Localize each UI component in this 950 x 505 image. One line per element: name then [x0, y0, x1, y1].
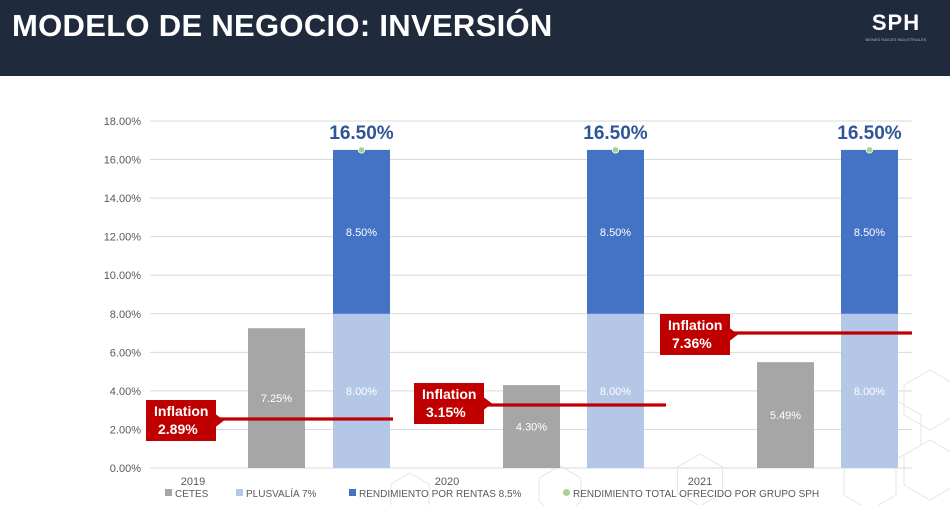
legend-label: CETES [175, 489, 209, 500]
bar-rentas [333, 149, 390, 314]
inflation-label: Inflation [154, 403, 208, 419]
y-tick-label: 2.00% [110, 424, 141, 436]
total-marker [865, 146, 874, 154]
legend-label: RENDIMIENTO TOTAL OFRECIDO POR GRUPO SPH [573, 489, 819, 500]
data-label-cetes: 5.49% [770, 410, 801, 422]
inflation-callout [146, 400, 224, 441]
inflation-callout [414, 383, 492, 424]
y-tick-label: 8.00% [110, 309, 141, 321]
data-label-cetes: 4.30% [516, 422, 547, 434]
inflation-label: Inflation [668, 317, 722, 333]
inflation-value: 2.89% [158, 421, 198, 437]
data-label-rentas: 8.50% [854, 227, 885, 239]
x-category-label: 2019 [181, 476, 205, 488]
hexagon-decoration [903, 369, 950, 431]
bar-plusvalia [587, 313, 644, 468]
x-category-label: 2020 [435, 476, 459, 488]
y-tick-label: 10.00% [104, 270, 142, 282]
hexagon-decoration [903, 439, 950, 501]
data-label-rentas: 8.50% [600, 227, 631, 239]
header-bar: MODELO DE NEGOCIO: INVERSIÓN SPH BIENES … [0, 0, 950, 76]
data-label-rentas: 8.50% [346, 227, 377, 239]
bar-rentas [587, 149, 644, 314]
logo-subtitle: BIENES RAICES INDUSTRIALES [865, 37, 927, 42]
bar-plusvalia [841, 313, 898, 468]
data-label-plusvalia: 8.00% [854, 386, 885, 398]
x-category-label: 2021 [688, 476, 712, 488]
page-title: MODELO DE NEGOCIO: INVERSIÓN [12, 8, 553, 43]
y-tick-label: 4.00% [110, 386, 141, 398]
legend-swatch [165, 489, 172, 496]
inflation-label: Inflation [422, 386, 476, 402]
legend-swatch [563, 489, 570, 496]
inflation-value: 3.15% [426, 404, 466, 420]
hexagon-decoration [677, 453, 723, 505]
bar-cetes [503, 385, 560, 468]
y-tick-label: 14.00% [104, 193, 142, 205]
bar-plusvalia [333, 313, 390, 468]
y-tick-label: 0.00% [110, 463, 141, 475]
sph-logo: SPH BIENES RAICES INDUSTRIALES [856, 10, 936, 42]
inflation-callout [660, 314, 738, 355]
bar-cetes [248, 328, 305, 468]
data-label-plusvalia: 8.00% [346, 386, 377, 398]
logo-text: SPH [871, 10, 921, 35]
inflation-value: 7.36% [672, 335, 712, 351]
legend-label: RENDIMIENTO POR RENTAS 8.5% [359, 489, 522, 500]
hexagon-decoration [390, 472, 430, 505]
investment-chart: 0.00% 2.00% 4.00% 6.00% 8.00% 10.00% 12.00% 14.… [104, 116, 950, 505]
hexagon-decoration [538, 465, 582, 505]
bar-rentas [841, 149, 898, 314]
total-marker [357, 146, 366, 154]
total-label: 16.50% [837, 123, 902, 144]
y-tick-label: 6.00% [110, 347, 141, 359]
legend-label: PLUSVALÍA 7% [246, 487, 317, 500]
y-tick-label: 12.00% [104, 232, 142, 244]
y-tick-label: 18.00% [104, 116, 142, 128]
data-label-cetes: 7.25% [261, 393, 292, 405]
total-label: 16.50% [583, 123, 648, 144]
legend-swatch [236, 489, 243, 496]
legend-swatch [349, 489, 356, 496]
bar-cetes [757, 362, 814, 468]
total-label: 16.50% [329, 123, 394, 144]
y-tick-label: 16.00% [104, 155, 142, 167]
total-marker [611, 146, 620, 154]
data-label-plusvalia: 8.00% [600, 386, 631, 398]
